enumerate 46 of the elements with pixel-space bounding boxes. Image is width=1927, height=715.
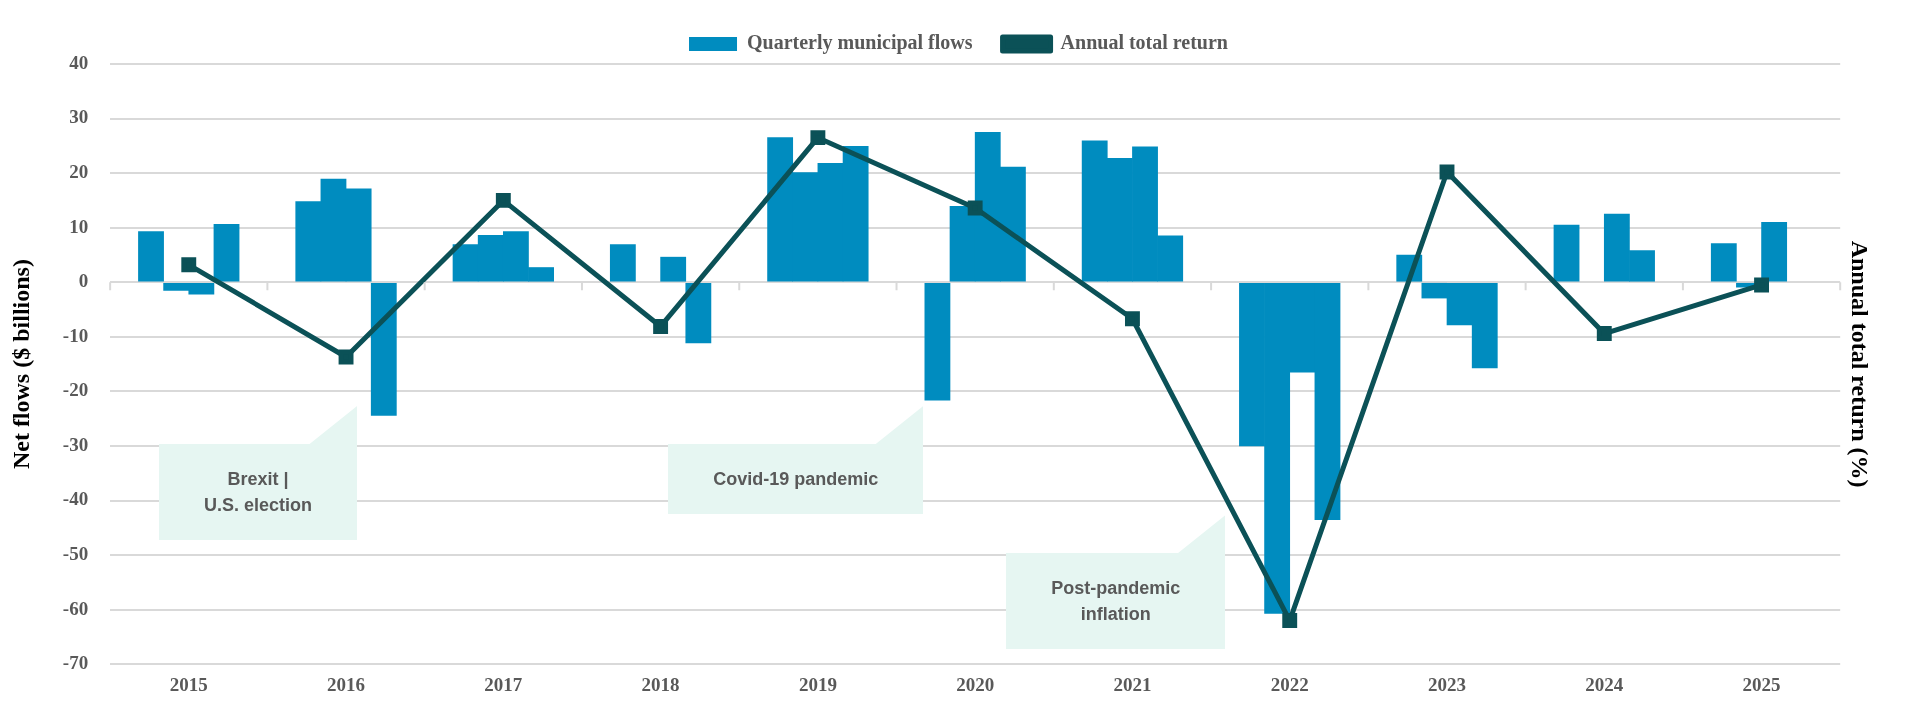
y-tick-label: -50 bbox=[62, 542, 89, 564]
y-tick-label: -60 bbox=[62, 597, 89, 619]
point bbox=[653, 319, 669, 334]
annotation: Brexit | U.S. election bbox=[159, 444, 358, 541]
point bbox=[1596, 326, 1612, 341]
point bbox=[338, 349, 354, 365]
y-tick-label: 30 bbox=[69, 106, 89, 128]
legend-label: Annual total return bbox=[1060, 31, 1228, 54]
point bbox=[1282, 613, 1298, 628]
bar bbox=[924, 282, 951, 401]
point bbox=[1754, 277, 1770, 293]
y-tick-label: -40 bbox=[62, 488, 89, 510]
x-tick-label: 2019 bbox=[798, 673, 837, 695]
y-tick-label: -20 bbox=[62, 379, 89, 401]
x-tick-label: 2025 bbox=[1742, 673, 1781, 695]
bar bbox=[609, 244, 636, 282]
point bbox=[181, 257, 197, 273]
y-tick-label: -10 bbox=[62, 324, 89, 346]
bar bbox=[1553, 224, 1580, 282]
point bbox=[495, 192, 511, 208]
x-tick-label: 2016 bbox=[327, 673, 366, 695]
annotation: Covid-19 pandemic bbox=[668, 444, 924, 515]
y-tick-label: 0 bbox=[78, 270, 89, 292]
bar bbox=[213, 224, 240, 282]
y-axis-title: Net flows ($ billions) bbox=[7, 259, 34, 470]
point bbox=[1439, 164, 1455, 180]
x-tick-label: 2017 bbox=[484, 673, 523, 695]
x-tick-label: 2022 bbox=[1270, 673, 1309, 695]
point bbox=[1124, 311, 1140, 327]
point bbox=[810, 130, 826, 146]
x-tick-label: 2015 bbox=[169, 673, 208, 695]
x-tick-label: 2018 bbox=[641, 673, 680, 695]
annotation: Post-pandemic inflation bbox=[1006, 553, 1226, 650]
y-tick-label: 20 bbox=[69, 161, 89, 183]
bar bbox=[1761, 221, 1788, 282]
y-tick-label: 40 bbox=[69, 51, 89, 73]
point bbox=[967, 200, 983, 216]
y-tick-label: -30 bbox=[62, 433, 89, 455]
y2-axis-title: Annual total return (%) bbox=[1847, 240, 1874, 488]
legend-label: Quarterly municipal flows bbox=[747, 31, 973, 55]
x-tick-label: 2023 bbox=[1428, 673, 1466, 695]
x-tick-label: 2020 bbox=[956, 673, 995, 695]
y-tick-label: -70 bbox=[62, 652, 89, 674]
x-tick-label: 2021 bbox=[1113, 673, 1152, 695]
y-tick-label: 10 bbox=[69, 215, 89, 237]
x-tick-label: 2024 bbox=[1585, 673, 1624, 695]
